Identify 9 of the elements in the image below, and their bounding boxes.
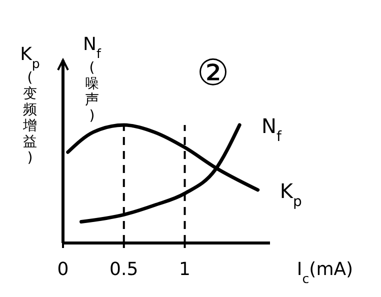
x-axis-title: I$_{c}$(mA) xyxy=(296,259,354,286)
text: N$_{f}$(噪声) xyxy=(83,34,102,124)
series-label: N$_{f}$ xyxy=(262,114,283,145)
y-axis-title: K$_{p}$(变频增益) xyxy=(20,44,40,166)
series-label: K$_{p}$ xyxy=(280,178,302,210)
x-tick-label: 0 xyxy=(57,259,69,280)
x-tick-label: 1 xyxy=(179,259,190,280)
x-tick-label: 0.5 xyxy=(110,259,138,280)
text: ② xyxy=(196,53,230,94)
